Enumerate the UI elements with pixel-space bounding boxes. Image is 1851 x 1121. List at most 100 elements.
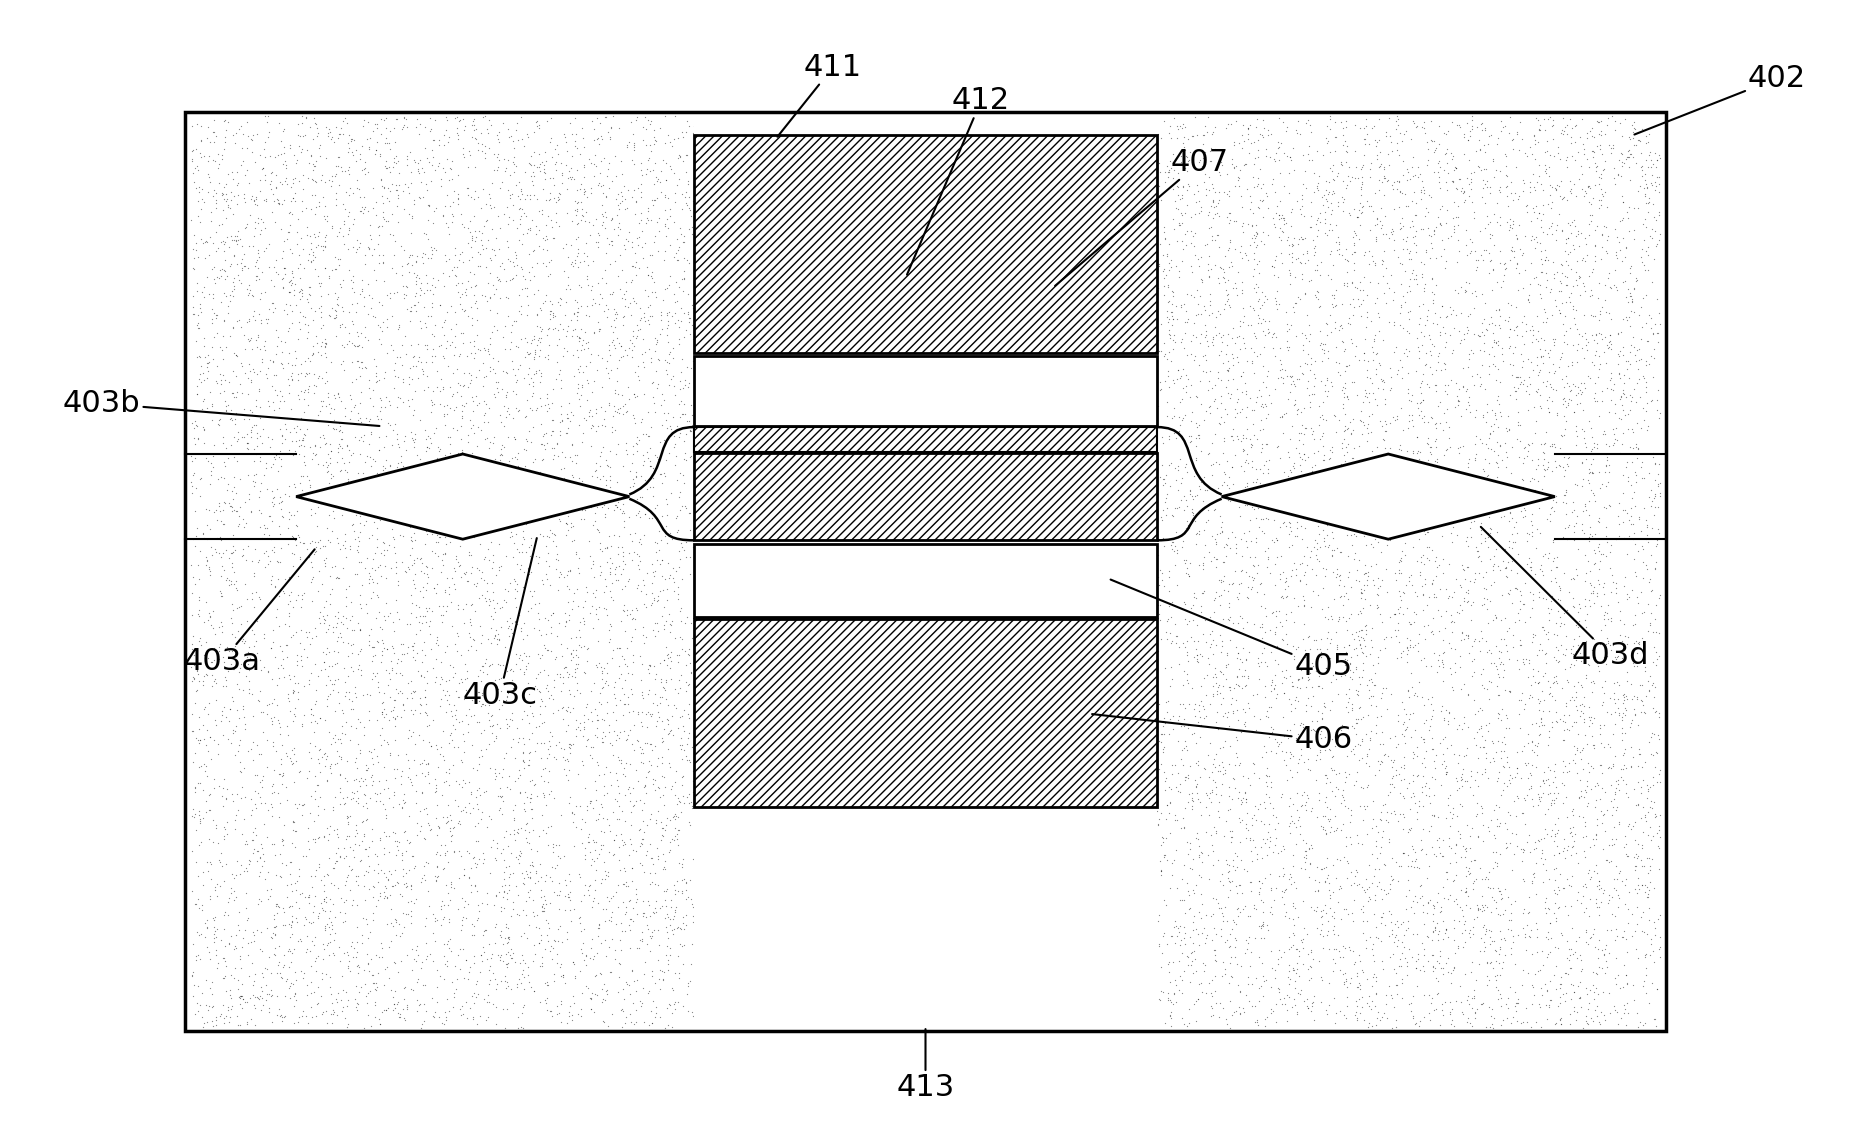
Point <box>548 166 578 184</box>
Point <box>1588 160 1618 178</box>
Point <box>1196 552 1225 569</box>
Point <box>239 287 268 305</box>
Point <box>652 809 681 827</box>
Point <box>1331 900 1360 918</box>
Point <box>193 552 222 569</box>
Point <box>592 888 622 906</box>
Point <box>1549 839 1579 856</box>
Point <box>1272 213 1301 231</box>
Point <box>313 934 342 952</box>
Point <box>1168 944 1198 962</box>
Point <box>544 511 574 529</box>
Point <box>1518 600 1547 618</box>
Point <box>1460 972 1490 990</box>
Point <box>1236 568 1266 586</box>
Point <box>665 854 694 872</box>
Point <box>472 985 502 1003</box>
Point <box>309 316 339 334</box>
Point <box>1222 427 1251 445</box>
Point <box>1625 177 1655 195</box>
Point <box>176 658 205 676</box>
Point <box>1153 612 1183 630</box>
Point <box>459 391 489 409</box>
Point <box>1559 501 1588 519</box>
Point <box>350 770 379 788</box>
Point <box>1586 880 1616 898</box>
Point <box>676 565 705 583</box>
Point <box>1592 629 1621 647</box>
Point <box>677 416 707 434</box>
Point <box>1642 623 1671 641</box>
Point <box>1270 995 1299 1013</box>
Point <box>1407 118 1436 136</box>
Point <box>1444 115 1473 133</box>
Point <box>1392 599 1422 617</box>
Point <box>1307 678 1336 696</box>
Point <box>615 294 644 312</box>
Point <box>368 795 398 813</box>
Point <box>1422 589 1451 606</box>
Point <box>1366 417 1396 435</box>
Point <box>285 528 315 546</box>
Point <box>1436 639 1466 657</box>
Point <box>230 759 259 777</box>
Point <box>296 240 326 258</box>
Point <box>1329 900 1359 918</box>
Point <box>218 318 248 336</box>
Point <box>1253 538 1283 556</box>
Point <box>1235 567 1264 585</box>
Point <box>1472 207 1501 225</box>
Point <box>296 787 326 805</box>
Point <box>1238 364 1268 382</box>
Point <box>1312 382 1342 400</box>
Point <box>1211 704 1240 722</box>
Point <box>1257 494 1286 512</box>
Point <box>1527 254 1557 272</box>
Point <box>226 597 255 615</box>
Point <box>1277 677 1307 695</box>
Point <box>1446 658 1475 676</box>
Point <box>474 540 503 558</box>
Point <box>522 734 552 752</box>
Point <box>1429 1006 1459 1023</box>
Point <box>320 260 350 278</box>
Point <box>503 608 533 626</box>
Point <box>313 463 342 481</box>
Point <box>1386 132 1416 150</box>
Point <box>511 515 540 532</box>
Point <box>1534 167 1564 185</box>
Point <box>180 779 209 797</box>
Point <box>333 186 363 204</box>
Point <box>305 303 335 321</box>
Point <box>244 518 274 536</box>
Point <box>1307 630 1336 648</box>
Point <box>1512 942 1542 960</box>
Point <box>526 491 555 509</box>
Point <box>292 819 322 837</box>
Point <box>337 717 366 735</box>
Point <box>318 478 348 495</box>
Point <box>448 407 478 425</box>
Point <box>590 274 620 291</box>
Point <box>257 986 287 1004</box>
Point <box>1392 957 1422 975</box>
Point <box>1185 793 1214 810</box>
Point <box>491 387 520 405</box>
Point <box>600 383 629 401</box>
Point <box>237 428 267 446</box>
Point <box>635 656 665 674</box>
Point <box>1288 586 1318 604</box>
Point <box>587 205 616 223</box>
Point <box>1238 250 1268 268</box>
Point <box>1616 392 1646 410</box>
Point <box>1366 810 1396 828</box>
Point <box>1570 435 1599 453</box>
Point <box>1168 390 1198 408</box>
Point <box>565 332 594 350</box>
Point <box>1190 300 1220 318</box>
Point <box>1481 454 1510 472</box>
Point <box>596 589 626 606</box>
Point <box>287 193 317 211</box>
Point <box>1551 126 1581 143</box>
Point <box>1179 238 1209 256</box>
